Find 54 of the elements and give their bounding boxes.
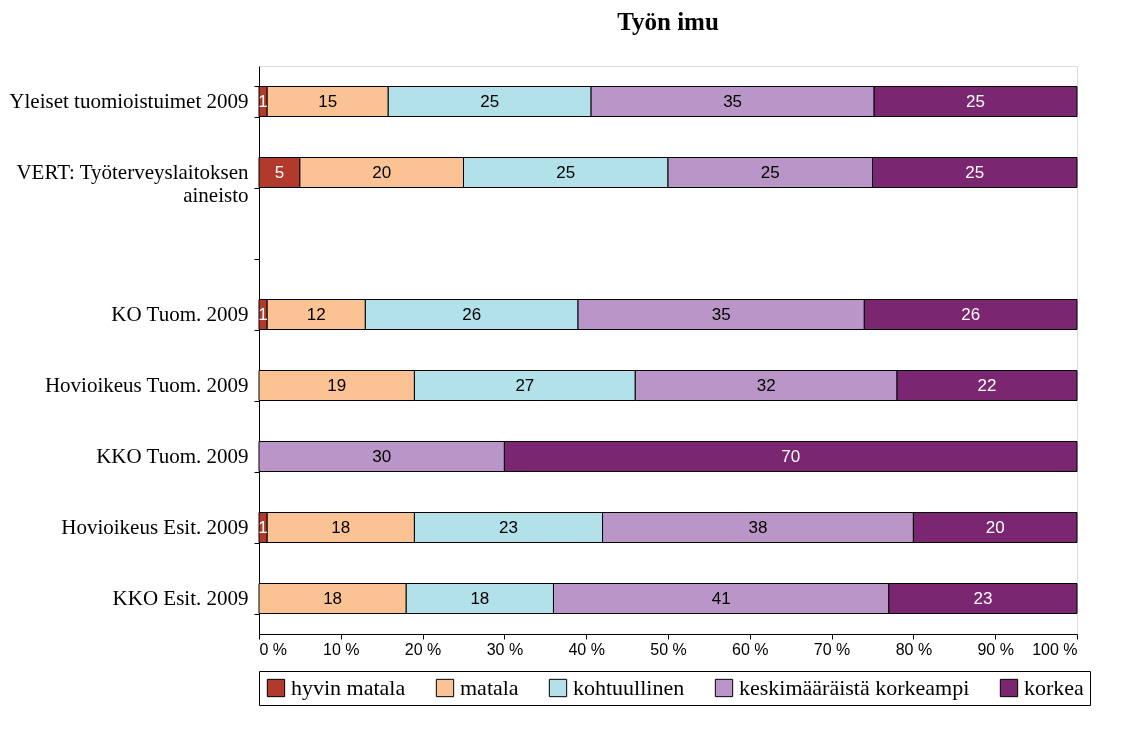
data-label: 25 [760,162,780,182]
data-label: 20 [985,517,1005,537]
x-tick-label: 60 % [732,640,769,658]
data-label: 25 [965,162,985,182]
data-label: 27 [515,375,535,395]
data-label: 25 [480,91,500,111]
x-tick-label: 70 % [813,640,851,658]
data-label: 18 [470,588,490,608]
data-label: 23 [973,588,993,608]
data-label: 18 [323,588,343,608]
y-tick-label: KKO Tuom. 2009 [96,444,249,468]
y-tick-label: Hovioikeus Esit. 2009 [61,515,249,539]
data-label: 22 [977,375,997,395]
x-tick-label: 50 % [650,640,687,658]
y-tick-label: VERT: Työterveyslaitoksen aineisto [16,160,249,207]
x-tick-label: 0 % [259,640,288,658]
data-label: 1 [258,91,268,111]
data-label: 5 [274,162,285,182]
data-label: 23 [499,517,518,537]
data-label: 1 [258,517,268,537]
x-tick-label: 40 % [568,640,605,658]
data-label: 18 [331,517,351,537]
y-tick-label: Yleiset tuomioistuimet 2009 [9,89,249,113]
data-label: 19 [327,375,347,395]
data-label: 15 [318,91,338,111]
x-tick-label: 100 % [1032,640,1078,658]
data-label: 32 [756,375,776,395]
data-label: 35 [723,91,743,111]
legend-label: keskimääräistä korkeampi [739,675,970,700]
y-tick-label: KKO Esit. 2009 [112,586,249,610]
data-label: 26 [961,304,981,324]
x-tick-label: 10 % [323,640,360,658]
data-label: 12 [306,304,326,324]
x-tick-label: 20 % [404,640,442,658]
data-label: 20 [372,162,392,182]
legend-label: hyvin matala [291,675,406,700]
data-label: 1 [258,304,268,324]
data-label: 26 [462,304,482,324]
x-tick-label: 30 % [486,640,524,658]
legend-label: matala [460,675,519,700]
legend-label: kohtuullinen [573,675,685,700]
y-tick-label: KO Tuom. 2009 [111,302,249,326]
legend-label: korkea [1024,675,1085,700]
data-label: 25 [966,91,986,111]
chart-title: Työn imu [617,8,719,35]
x-tick-label: 90 % [977,640,1014,658]
data-label: 30 [372,446,392,466]
data-label: 41 [711,588,731,608]
data-label: 35 [711,304,731,324]
x-tick-label: 80 % [895,640,933,658]
data-label: 38 [748,517,768,537]
data-label: 25 [556,162,576,182]
y-tick-label: Hovioikeus Tuom. 2009 [44,373,249,397]
data-label: 70 [781,446,801,466]
